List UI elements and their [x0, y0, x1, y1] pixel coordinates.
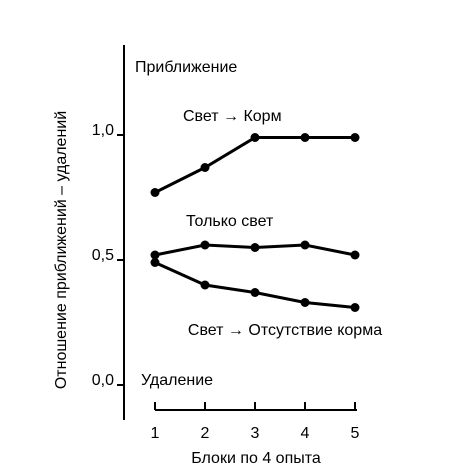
annotation: Удаление: [141, 372, 213, 389]
series-label: Свет → Отсутствие корма: [187, 322, 383, 339]
point: [350, 303, 360, 312]
point: [200, 163, 210, 172]
x-axis-title: Блоки по 4 опыта: [191, 450, 321, 467]
point: [300, 298, 310, 307]
point: [250, 288, 260, 297]
point: [250, 133, 260, 142]
annotation: Приближение: [135, 59, 237, 76]
series-line: [154, 261, 356, 309]
point: [350, 250, 360, 260]
point: [300, 240, 310, 250]
point: [300, 133, 310, 142]
x-tick-label: 2: [201, 425, 210, 442]
series-label: Только свет: [186, 213, 274, 230]
point: [150, 250, 160, 260]
x-tick-label: 1: [151, 425, 160, 442]
y-tick-label: 0,5: [92, 247, 114, 264]
point: [200, 240, 210, 250]
series-line: [154, 136, 355, 194]
point: [350, 133, 360, 142]
point: [200, 280, 210, 290]
series-label: Свет → Корм: [183, 108, 282, 125]
y-tick-label: 1,0: [92, 122, 114, 139]
point: [250, 243, 260, 252]
series-label-box: Свет → Отсутствие корма: [187, 322, 383, 339]
x-tick-label: 4: [301, 425, 310, 442]
point: [150, 188, 160, 197]
x-tick-label: 5: [351, 425, 360, 442]
y-axis-title: Отношение приближений – удалений: [53, 111, 70, 389]
y-tick-label: 0,0: [92, 372, 114, 389]
x-tick-label: 3: [251, 425, 260, 442]
point: [150, 258, 160, 267]
